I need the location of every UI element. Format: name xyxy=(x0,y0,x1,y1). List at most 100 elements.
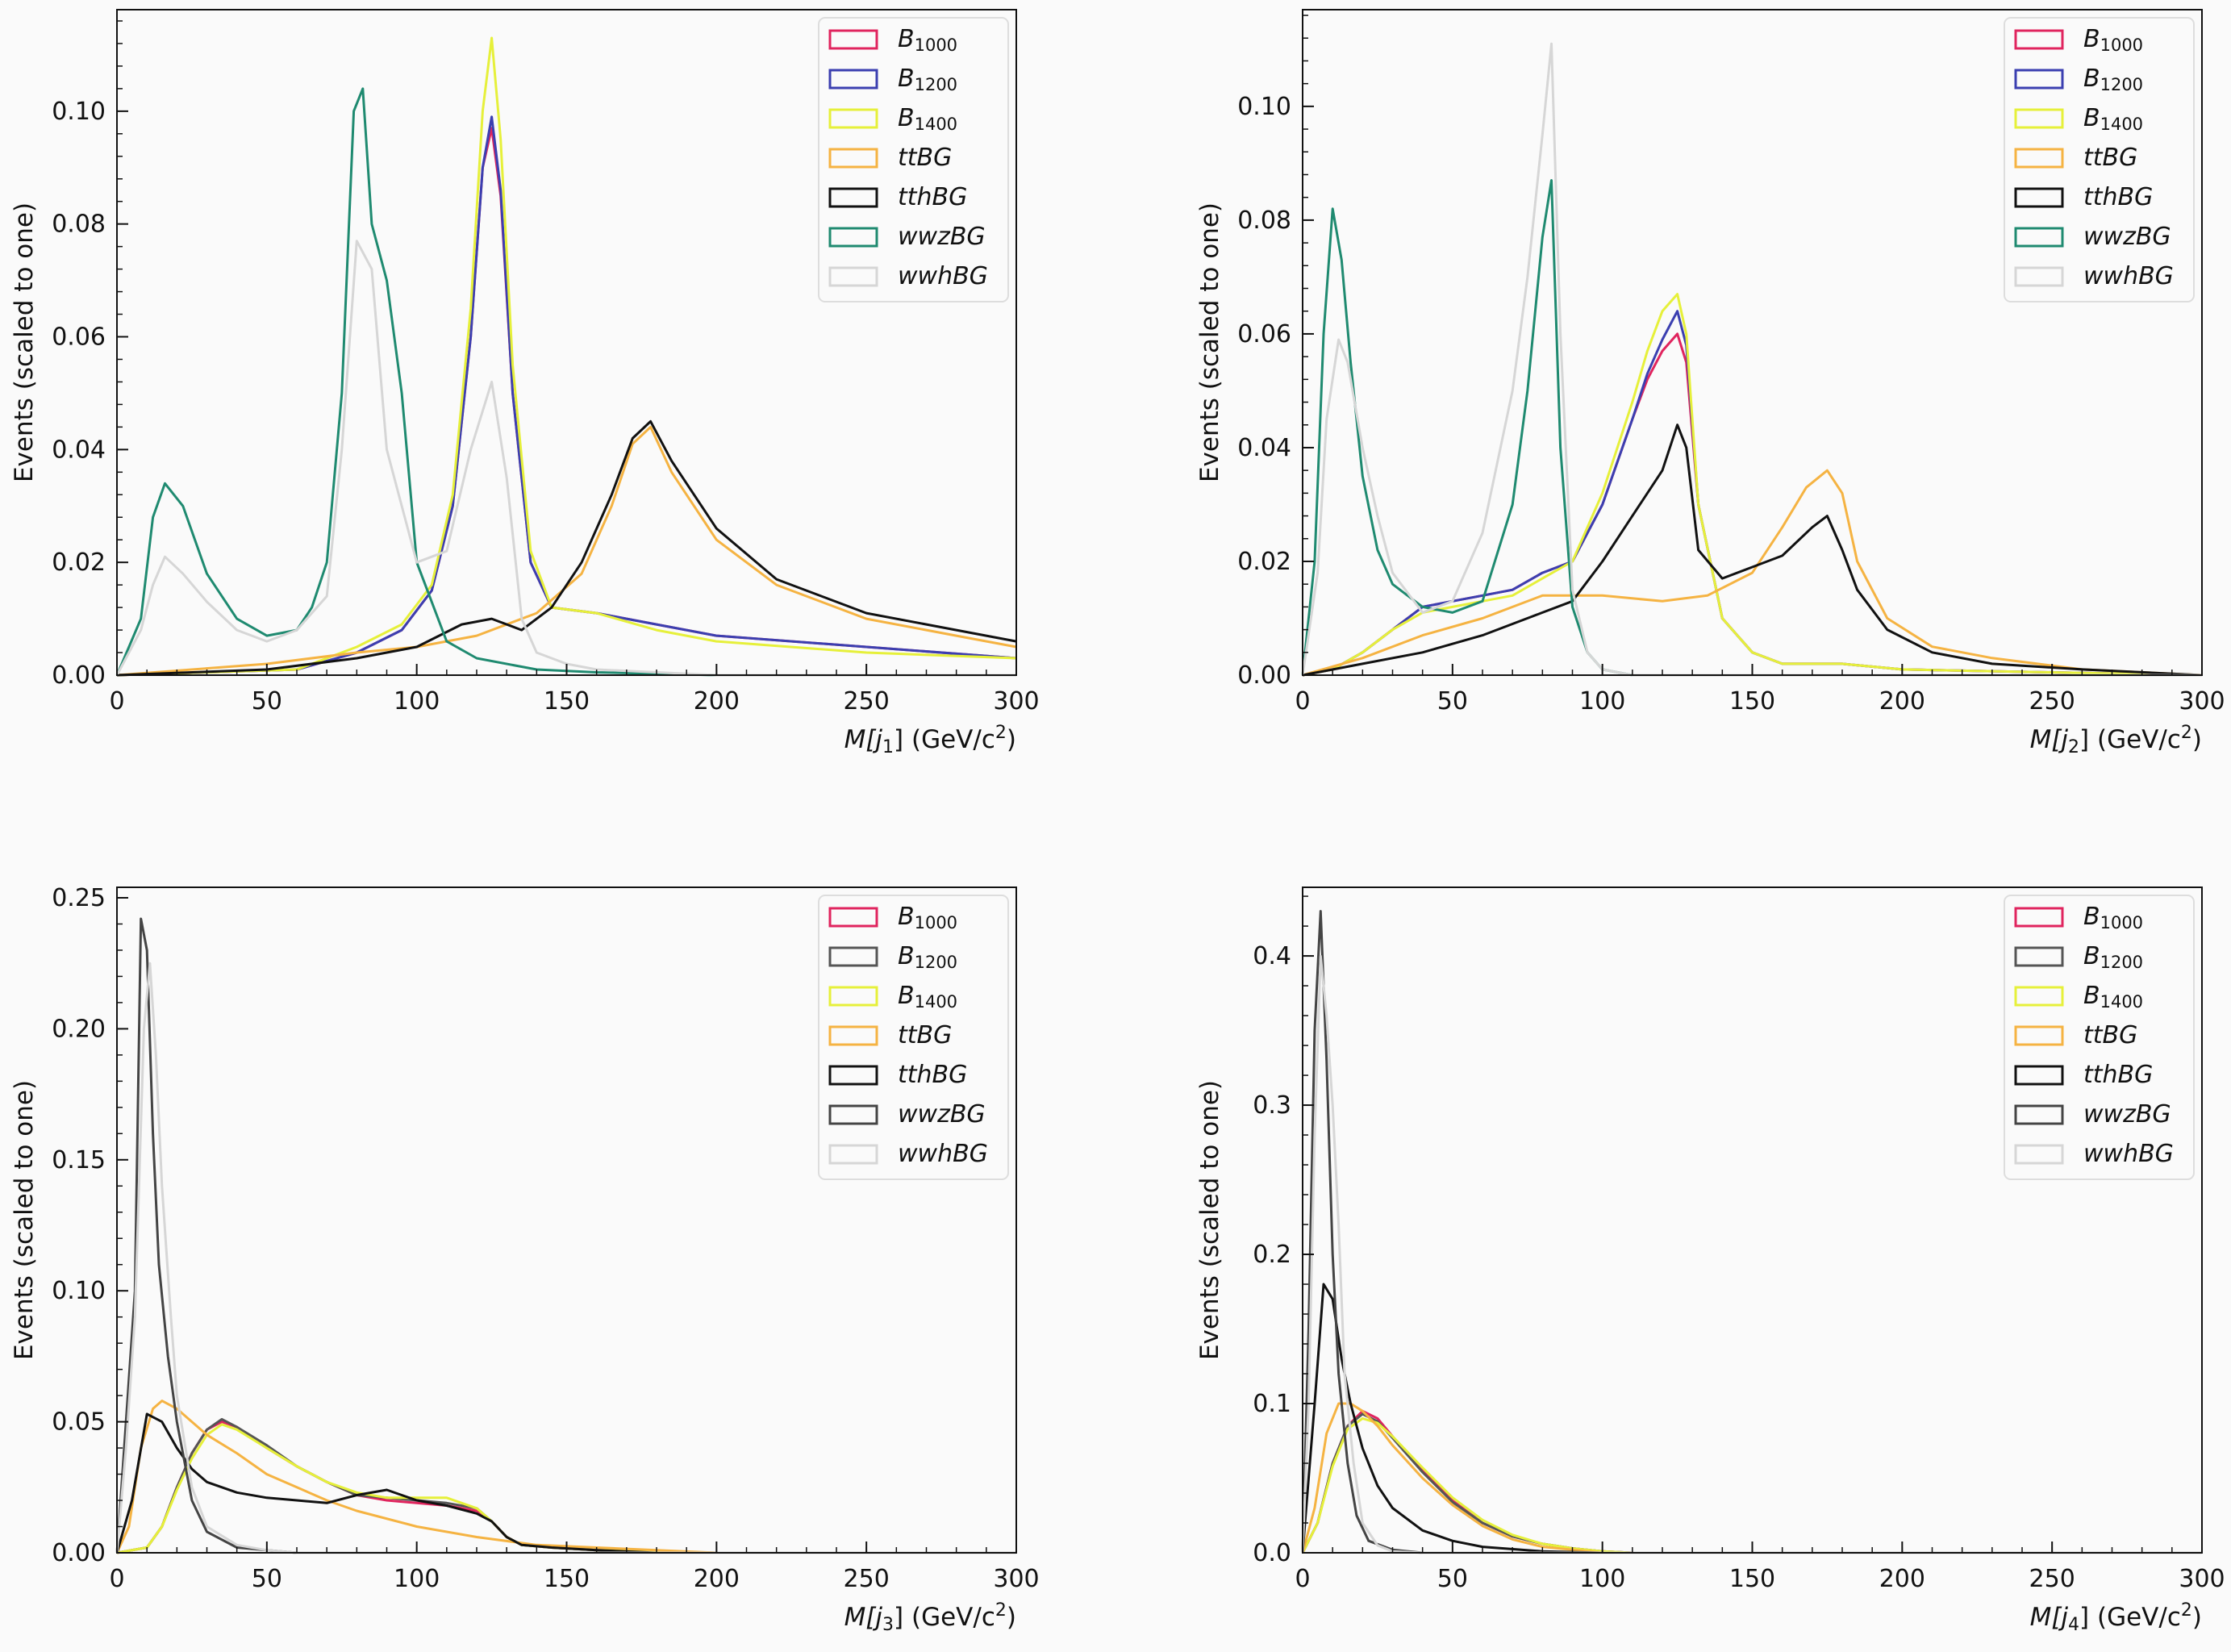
y-tick-label: 0.06 xyxy=(52,323,106,352)
legend-label: tthBG xyxy=(2083,1061,2153,1089)
x-axis-title: M[j2] (GeV/c2) xyxy=(2030,723,2202,757)
legend-label: B1400 xyxy=(898,982,957,1012)
x-tick-label: 250 xyxy=(2029,1565,2075,1593)
y-tick-label: 0.00 xyxy=(52,661,106,690)
legend-label: tthBG xyxy=(898,183,967,211)
legend-swatch xyxy=(828,986,878,1007)
y-tick-label: 0.00 xyxy=(52,1539,106,1567)
y-tick-label: 0.04 xyxy=(1237,434,1291,462)
legend-label: B1200 xyxy=(2083,65,2143,94)
legend-swatch xyxy=(2014,108,2064,129)
y-tick-label: 0.2 xyxy=(1253,1241,1291,1269)
series-line-tthbg xyxy=(115,1412,1016,1554)
x-tick-label: 100 xyxy=(394,1565,440,1593)
legend-swatch xyxy=(2014,29,2064,50)
legend-swatch xyxy=(828,1104,878,1125)
legend-label: B1200 xyxy=(898,942,957,972)
series-line-b1200 xyxy=(116,115,1017,677)
legend-swatch xyxy=(828,1025,878,1046)
legend-label: wwzBG xyxy=(898,223,986,251)
legend-swatch xyxy=(828,227,878,248)
legend-label: wwzBG xyxy=(898,1100,986,1128)
x-tick-label: 0 xyxy=(1295,1565,1310,1593)
x-tick-label: 100 xyxy=(1579,687,1625,715)
x-tick-label: 200 xyxy=(694,1565,740,1593)
x-tick-label: 50 xyxy=(252,687,282,715)
legend: B1000 B1200 B1400 ttBG tthBG wwzBG wwhBG xyxy=(2004,17,2195,302)
legend-label: wwhBG xyxy=(2083,262,2174,290)
y-tick-label: 0.25 xyxy=(52,884,106,912)
series-line-wwhbg xyxy=(115,240,1016,677)
legend-swatch xyxy=(2014,1104,2064,1125)
x-tick-label: 100 xyxy=(394,687,440,715)
legend-swatch xyxy=(828,907,878,928)
series-line-b1400 xyxy=(1302,293,2203,677)
x-tick-label: 0 xyxy=(109,1565,124,1593)
y-tick-label: 0.06 xyxy=(1237,320,1291,348)
y-axis: 0.00 0.05 0.10 0.15 0.20 0.25 xyxy=(52,884,128,1567)
y-axis: 0.00 0.02 0.04 0.06 0.08 0.10 xyxy=(1237,15,1314,690)
legend-label: wwhBG xyxy=(898,1140,988,1168)
legend-label: ttBG xyxy=(2083,1021,2137,1049)
legend-swatch xyxy=(2014,986,2064,1007)
series-line-ttbg xyxy=(116,425,1017,677)
y-tick-label: 0.08 xyxy=(52,211,106,239)
legend-label: B1400 xyxy=(2083,104,2143,134)
series-group xyxy=(115,36,1017,677)
legend-swatch xyxy=(2014,187,2064,208)
x-tick-label: 150 xyxy=(1729,687,1775,715)
legend-label: B1200 xyxy=(898,65,957,94)
legend-swatch xyxy=(2014,148,2064,169)
x-tick-label: 200 xyxy=(1879,687,1925,715)
legend-label: B1000 xyxy=(898,25,957,55)
legend-label: tthBG xyxy=(898,1061,967,1089)
x-tick-label: 0 xyxy=(1295,687,1310,715)
legend-label: B1000 xyxy=(898,903,957,932)
legend-label: tthBG xyxy=(2083,183,2153,211)
y-tick-label: 0.08 xyxy=(1237,206,1291,235)
legend: B1000 B1200 B1400 ttBG tthBG wwzBG wwhBG xyxy=(2004,895,2195,1180)
x-tick-label: 0 xyxy=(109,687,124,715)
y-tick-label: 0.02 xyxy=(52,549,106,577)
legend-swatch xyxy=(828,148,878,169)
legend-swatch xyxy=(828,108,878,129)
legend-label: B1200 xyxy=(2083,942,2143,972)
x-tick-label: 200 xyxy=(1879,1565,1925,1593)
panel-2: 0 50 100 150 200 250 3000.000.020.040.060.080.… xyxy=(1195,9,2225,757)
x-axis: 0 50 100 150 200 250 300 xyxy=(109,664,1040,715)
y-axis: 0.0 0.1 0.2 0.3 0.4 xyxy=(1253,895,1314,1567)
y-tick-label: 0.4 xyxy=(1253,942,1291,970)
x-tick-label: 250 xyxy=(844,687,890,715)
y-axis-title: Events (scaled to one) xyxy=(1195,202,1224,482)
x-tick-label: 300 xyxy=(993,687,1039,715)
y-tick-label: 0.3 xyxy=(1253,1091,1291,1120)
y-tick-label: 0.00 xyxy=(1237,661,1291,690)
legend-swatch xyxy=(828,29,878,50)
legend-swatch xyxy=(828,1144,878,1165)
x-tick-label: 250 xyxy=(2029,687,2075,715)
legend-swatch xyxy=(828,946,878,967)
series-line-ttbg xyxy=(1301,1402,2202,1554)
legend-swatch xyxy=(2014,946,2064,967)
x-axis: 0 50 100 150 200 250 300 xyxy=(109,1541,1040,1593)
x-tick-label: 50 xyxy=(252,1565,282,1593)
series-line-wwhbg xyxy=(115,962,1016,1554)
legend-label: ttBG xyxy=(898,1021,952,1049)
legend-swatch xyxy=(828,1065,878,1086)
series-line-wwhbg xyxy=(1301,42,2202,677)
y-tick-label: 0.10 xyxy=(52,98,106,126)
legend-label: wwhBG xyxy=(2083,1140,2174,1168)
legend-swatch xyxy=(2014,227,2064,248)
y-axis-title: Events (scaled to one) xyxy=(10,202,39,482)
legend-swatch xyxy=(828,266,878,287)
x-tick-label: 300 xyxy=(2179,687,2225,715)
y-tick-label: 0.0 xyxy=(1253,1539,1291,1567)
x-tick-label: 50 xyxy=(1437,687,1468,715)
y-axis-title: Events (scaled to one) xyxy=(10,1080,39,1360)
series-line-tthbg xyxy=(1301,1283,2202,1554)
series-line-ttbg xyxy=(115,1400,1016,1554)
panel-1: 0 50 100 150 200 250 3000.000.020.040.060.080.… xyxy=(10,9,1040,757)
x-axis-title: M[j1] (GeV/c2) xyxy=(844,723,1016,757)
panel-3: 0 50 100 150 200 250 3000.000.050.100.150.200.… xyxy=(10,884,1040,1635)
y-tick-label: 0.15 xyxy=(52,1146,106,1174)
